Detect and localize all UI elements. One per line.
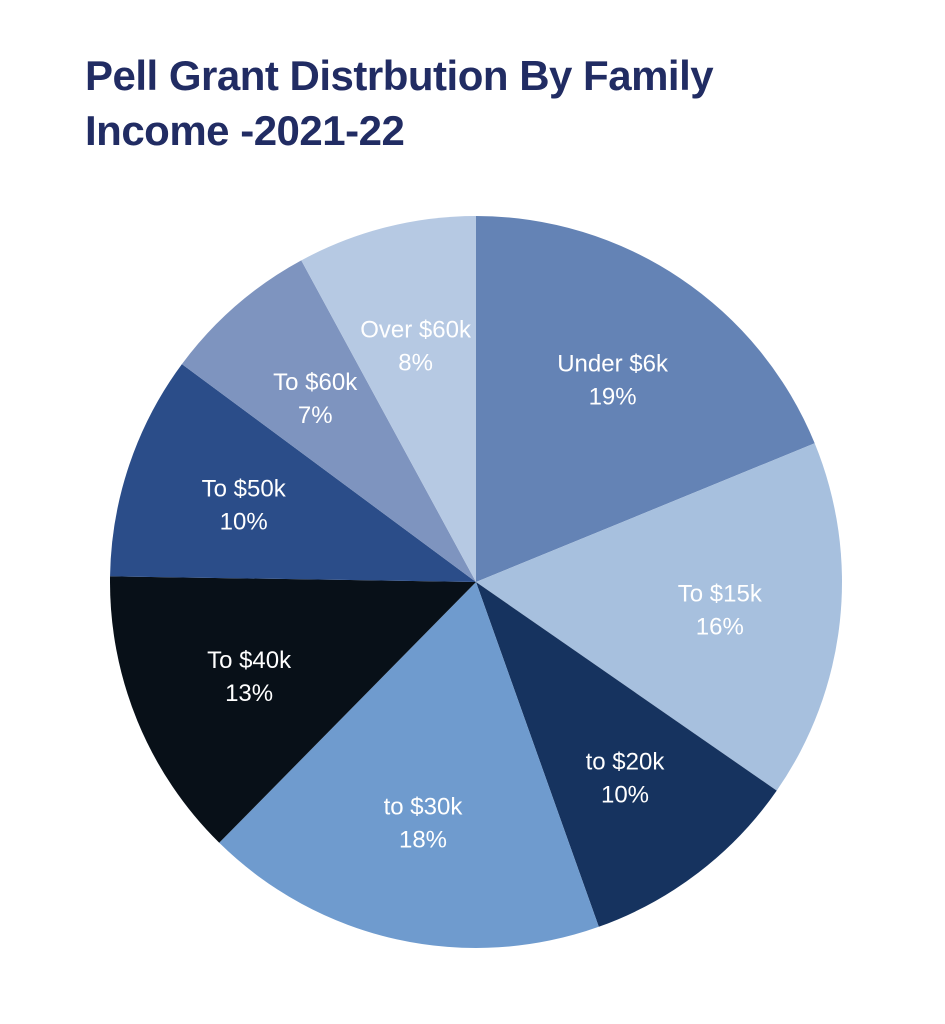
pie-slice-label-over-60k: Over $60k 8% xyxy=(360,316,472,376)
pie-slice-to-50k xyxy=(110,364,476,582)
pie-slice-to-30k xyxy=(219,582,599,948)
pie-slice-label-to-15k: To $15k 16% xyxy=(678,581,763,641)
pie-slice-label-to-50k: To $50k 10% xyxy=(202,475,287,535)
pie-slice-to-60k xyxy=(181,260,477,582)
pie-slice-label-to-40k: To $40k 13% xyxy=(207,647,292,707)
pie-slice-over-60k xyxy=(301,216,476,582)
pie-slice-label-to-30k: to $30k 18% xyxy=(384,793,464,853)
pie-slice-label-to-20k: to $20k 10% xyxy=(586,749,666,809)
pie-slice-to-15k xyxy=(476,443,842,791)
pie-slice-to-40k xyxy=(109,576,477,843)
pie-slice-to-20k xyxy=(476,582,777,927)
pie-slice-label-under-6k: Under $6k 19% xyxy=(557,350,669,410)
pie-slice-label-to-60k: To $60k 7% xyxy=(273,369,358,429)
pie-slice-under-6k xyxy=(476,216,815,582)
chart-title: Pell Grant Distrbution By Family Income … xyxy=(85,52,714,155)
